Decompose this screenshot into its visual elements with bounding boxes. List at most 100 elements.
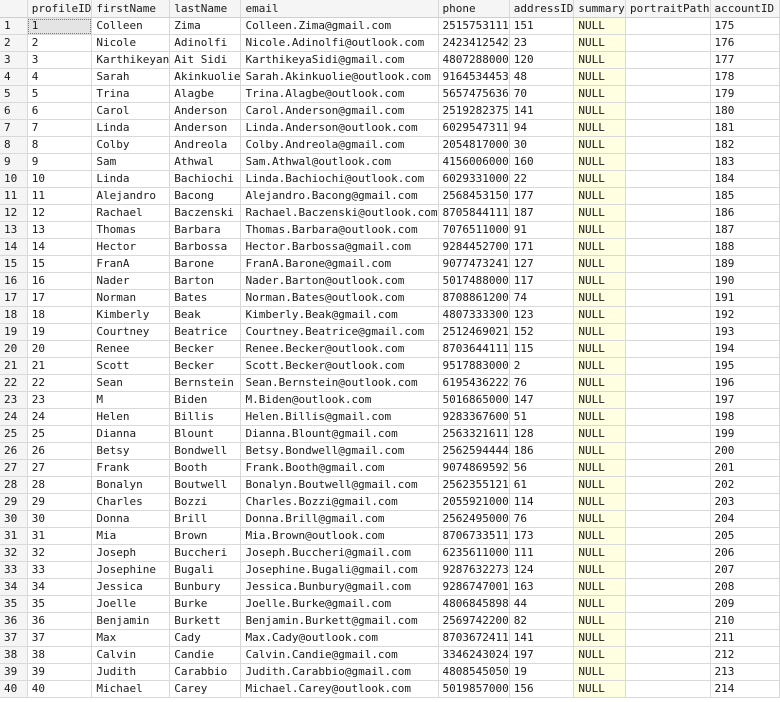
cell-portraitpath[interactable] (625, 85, 711, 103)
cell-profileid[interactable]: 24 (27, 408, 93, 426)
row-number[interactable]: 15 (0, 255, 28, 273)
cell-lastname[interactable]: Bates (169, 289, 242, 307)
cell-summary[interactable]: NULL (573, 544, 627, 562)
table-row[interactable]: 3 3 Karthikeyan Ait Sidi KarthikeyaSidi@gmai… (0, 51, 780, 69)
cell-phone[interactable]: 9286747001 (438, 578, 510, 596)
cell-email[interactable]: Bonalyn.Boutwell@gmail.com (240, 476, 439, 494)
cell-portraitpath[interactable] (625, 391, 711, 409)
cell-phone[interactable]: 5016865000 (438, 391, 510, 409)
cell-email[interactable]: Josephine.Bugali@gmail.com (240, 561, 439, 579)
table-row[interactable]: 23 23 M Biden M.Biden@outlook.com 5016865000 1… (0, 391, 780, 409)
cell-email[interactable]: Joelle.Burke@gmail.com (240, 595, 439, 613)
table-row[interactable]: 24 24 Helen Billis Helen.Billis@gmail.com 928… (0, 408, 780, 426)
cell-accountid[interactable]: 179 (710, 85, 780, 103)
cell-email[interactable]: Hector.Barbossa@gmail.com (240, 238, 439, 256)
column-header-summary[interactable]: summary (573, 0, 627, 18)
cell-portraitpath[interactable] (625, 680, 711, 698)
table-row[interactable]: 13 13 Thomas Barbara Thomas.Barbara@outlook.… (0, 221, 780, 239)
cell-firstname[interactable]: FranA (91, 255, 171, 273)
table-row[interactable]: 9 9 Sam Athwal Sam.Athwal@outlook.com 4156006… (0, 153, 780, 171)
cell-addressid[interactable]: 76 (509, 510, 575, 528)
table-row[interactable]: 27 27 Frank Booth Frank.Booth@gmail.com 90748… (0, 459, 780, 477)
cell-profileid[interactable]: 6 (27, 102, 93, 120)
cell-phone[interactable]: 6195436222 (438, 374, 510, 392)
cell-addressid[interactable]: 82 (509, 612, 575, 630)
table-row[interactable]: 6 6 Carol Anderson Carol.Anderson@gmail.com 2… (0, 102, 780, 120)
cell-portraitpath[interactable] (625, 459, 711, 477)
table-row[interactable]: 35 35 Joelle Burke Joelle.Burke@gmail.com 480… (0, 595, 780, 613)
cell-email[interactable]: Kimberly.Beak@gmail.com (240, 306, 439, 324)
cell-firstname[interactable]: Alejandro (91, 187, 171, 205)
column-header-lastname[interactable]: lastName (169, 0, 242, 18)
cell-lastname[interactable]: Billis (169, 408, 242, 426)
cell-portraitpath[interactable] (625, 204, 711, 222)
cell-accountid[interactable]: 206 (710, 544, 780, 562)
cell-lastname[interactable]: Buccheri (169, 544, 242, 562)
cell-phone[interactable]: 2562495000 (438, 510, 510, 528)
cell-accountid[interactable]: 203 (710, 493, 780, 511)
cell-firstname[interactable]: Charles (91, 493, 171, 511)
cell-accountid[interactable]: 207 (710, 561, 780, 579)
cell-email[interactable]: Jessica.Bunbury@gmail.com (240, 578, 439, 596)
cell-addressid[interactable]: 127 (509, 255, 575, 273)
cell-addressid[interactable]: 114 (509, 493, 575, 511)
cell-lastname[interactable]: Ait Sidi (169, 51, 242, 69)
cell-addressid[interactable]: 56 (509, 459, 575, 477)
cell-profileid[interactable]: 20 (27, 340, 93, 358)
cell-portraitpath[interactable] (625, 289, 711, 307)
table-row[interactable]: 31 31 Mia Brown Mia.Brown@outlook.com 8706733… (0, 527, 780, 545)
row-number[interactable]: 9 (0, 153, 28, 171)
cell-addressid[interactable]: 74 (509, 289, 575, 307)
cell-portraitpath[interactable] (625, 17, 711, 35)
cell-profileid[interactable]: 35 (27, 595, 93, 613)
cell-lastname[interactable]: Barbara (169, 221, 242, 239)
cell-phone[interactable]: 2568453150 (438, 187, 510, 205)
cell-accountid[interactable]: 204 (710, 510, 780, 528)
cell-phone[interactable]: 9077473241 (438, 255, 510, 273)
cell-firstname[interactable]: Calvin (91, 646, 171, 664)
cell-summary[interactable]: NULL (573, 459, 627, 477)
table-row[interactable]: 16 16 Nader Barton Nader.Barton@outlook.com 5… (0, 272, 780, 290)
cell-firstname[interactable]: Judith (91, 663, 171, 681)
cell-accountid[interactable]: 175 (710, 17, 780, 35)
table-row[interactable]: 29 29 Charles Bozzi Charles.Bozzi@gmail.com 2… (0, 493, 780, 511)
cell-lastname[interactable]: Baczenski (169, 204, 242, 222)
cell-phone[interactable]: 2055921000 (438, 493, 510, 511)
cell-accountid[interactable]: 177 (710, 51, 780, 69)
cell-summary[interactable]: NULL (573, 306, 627, 324)
cell-profileid[interactable]: 36 (27, 612, 93, 630)
corner-header[interactable] (0, 0, 28, 18)
cell-summary[interactable]: NULL (573, 408, 627, 426)
cell-portraitpath[interactable] (625, 119, 711, 137)
cell-phone[interactable]: 9284452700 (438, 238, 510, 256)
row-number[interactable]: 21 (0, 357, 28, 375)
cell-portraitpath[interactable] (625, 221, 711, 239)
row-number[interactable]: 29 (0, 493, 28, 511)
cell-profileid[interactable]: 8 (27, 136, 93, 154)
cell-summary[interactable]: NULL (573, 357, 627, 375)
cell-firstname[interactable]: Mia (91, 527, 171, 545)
cell-email[interactable]: Courtney.Beatrice@gmail.com (240, 323, 439, 341)
cell-accountid[interactable]: 192 (710, 306, 780, 324)
cell-profileid[interactable]: 25 (27, 425, 93, 443)
cell-accountid[interactable]: 212 (710, 646, 780, 664)
table-row[interactable]: 14 14 Hector Barbossa Hector.Barbossa@gmail.… (0, 238, 780, 256)
row-number[interactable]: 11 (0, 187, 28, 205)
table-row[interactable]: 19 19 Courtney Beatrice Courtney.Beatrice@gm… (0, 323, 780, 341)
cell-accountid[interactable]: 183 (710, 153, 780, 171)
table-row[interactable]: 11 11 Alejandro Bacong Alejandro.Bacong@gmai… (0, 187, 780, 205)
cell-firstname[interactable]: Bonalyn (91, 476, 171, 494)
column-header-email[interactable]: email (240, 0, 439, 18)
cell-lastname[interactable]: Carey (169, 680, 242, 698)
cell-phone[interactable]: 6029547311 (438, 119, 510, 137)
cell-firstname[interactable]: Scott (91, 357, 171, 375)
cell-firstname[interactable]: Benjamin (91, 612, 171, 630)
cell-portraitpath[interactable] (625, 544, 711, 562)
row-number[interactable]: 4 (0, 68, 28, 86)
table-row[interactable]: 28 28 Bonalyn Boutwell Bonalyn.Boutwell@gmai… (0, 476, 780, 494)
row-number[interactable]: 33 (0, 561, 28, 579)
cell-addressid[interactable]: 76 (509, 374, 575, 392)
cell-email[interactable]: Max.Cady@outlook.com (240, 629, 439, 647)
cell-profileid[interactable]: 33 (27, 561, 93, 579)
cell-firstname[interactable]: Kimberly (91, 306, 171, 324)
